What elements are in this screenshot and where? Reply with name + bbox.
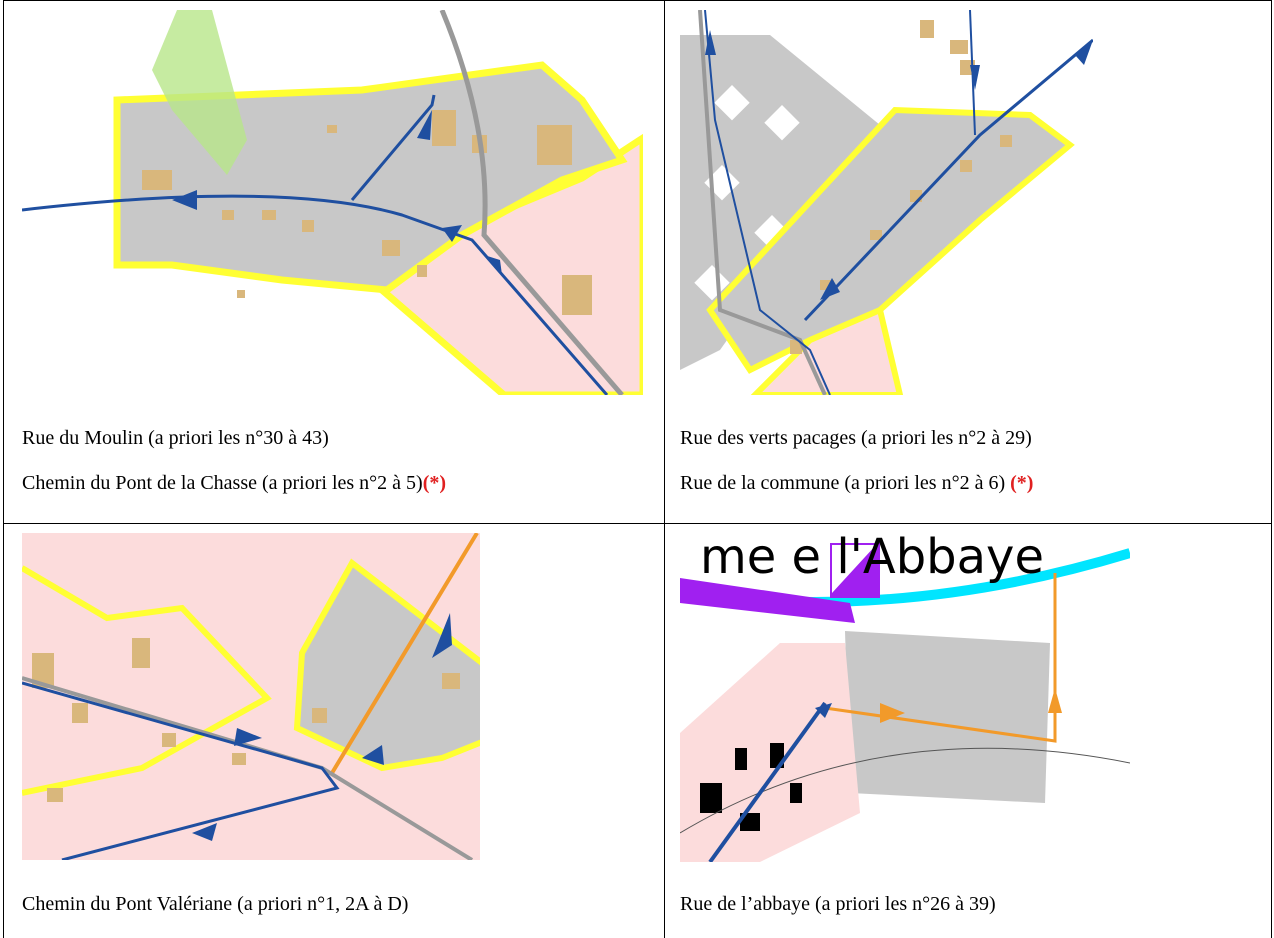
- table-border: [664, 0, 665, 938]
- table-border: [3, 523, 1272, 524]
- map-image: [22, 10, 643, 395]
- caption: Rue de la commune (a priori les n°2 à 6)…: [680, 472, 1033, 495]
- table-border: [1271, 0, 1272, 938]
- table-border: [3, 0, 1272, 1]
- caption: Chemin du Pont de la Chasse (a priori le…: [22, 472, 446, 495]
- caption: Rue du Moulin (a priori les n°30 à 43): [22, 427, 329, 449]
- caption: Chemin du Pont Valériane (a priori n°1, …: [22, 893, 409, 915]
- map-image: me e l'Abbaye: [680, 533, 1130, 862]
- caption-text: Rue de la commune (a priori les n°2 à 6): [680, 472, 1011, 494]
- map-image: [680, 10, 1093, 395]
- table-border: [3, 0, 4, 938]
- footnote-mark: (*): [422, 472, 447, 494]
- map-image: [22, 533, 480, 860]
- map-label: me e l'Abbaye: [700, 533, 1044, 585]
- footnote-mark: (*): [1010, 472, 1034, 494]
- caption: Rue des verts pacages (a priori les n°2 …: [680, 427, 1032, 449]
- caption: Rue de l’abbaye (a priori les n°26 à 39): [680, 893, 996, 915]
- caption-text: Chemin du Pont de la Chasse (a priori le…: [22, 472, 423, 494]
